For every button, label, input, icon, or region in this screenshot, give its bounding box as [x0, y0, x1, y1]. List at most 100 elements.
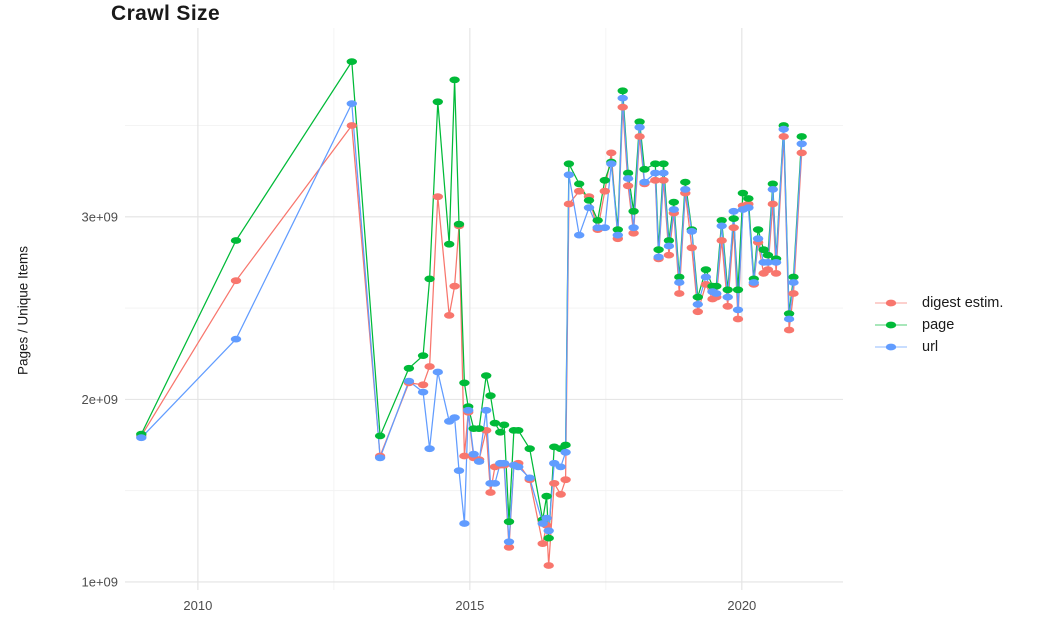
- data-point-page: [650, 160, 661, 168]
- data-point-url: [674, 279, 685, 286]
- data-point-url: [628, 224, 639, 232]
- data-point-url: [622, 175, 634, 182]
- data-point-url: [346, 100, 357, 107]
- data-point-page: [658, 160, 669, 168]
- data-point-page: [481, 372, 492, 379]
- data-point-url: [668, 206, 679, 213]
- data-point-url: [658, 169, 669, 177]
- legend-label: url: [922, 339, 939, 355]
- data-point-url: [732, 306, 744, 314]
- data-point-page: [503, 518, 515, 526]
- data-point-digest-estim-: [537, 540, 548, 547]
- data-point-page: [796, 133, 807, 140]
- data-point-url: [524, 474, 535, 482]
- data-point-digest-estim-: [346, 122, 357, 129]
- data-point-page: [716, 217, 727, 224]
- y-tick-label: 1e+09: [81, 574, 118, 589]
- data-point-digest-estim-: [634, 133, 645, 140]
- data-point-url: [136, 434, 147, 442]
- data-point-url: [498, 459, 510, 467]
- legend-item-digest-estim-: digest estim.: [874, 292, 1003, 314]
- series-line-url: [140, 97, 803, 543]
- data-point-page: [403, 364, 415, 372]
- data-point-page: [612, 226, 623, 234]
- data-point-url: [634, 123, 645, 131]
- legend-item-url: url: [874, 336, 1003, 358]
- data-point-url: [752, 235, 764, 243]
- data-point-url: [778, 125, 789, 133]
- data-point-page: [230, 237, 242, 244]
- data-point-url: [513, 463, 524, 471]
- data-point-url: [417, 388, 429, 396]
- y-axis-title: Pages / Unique Items: [15, 245, 31, 376]
- data-point-digest-estim-: [617, 103, 628, 111]
- data-point-digest-estim-: [732, 315, 744, 323]
- data-point-url: [503, 538, 515, 546]
- data-point-page: [628, 207, 639, 215]
- data-point-digest-estim-: [606, 149, 617, 157]
- data-point-page: [541, 492, 552, 500]
- data-point-url: [543, 527, 554, 535]
- data-point-digest-estim-: [563, 200, 575, 208]
- data-point-digest-estim-: [622, 182, 634, 190]
- data-point-page: [674, 273, 685, 281]
- data-point-digest-estim-: [783, 326, 795, 334]
- data-point-url: [473, 458, 485, 465]
- data-point-page: [374, 432, 386, 440]
- data-point-url: [743, 204, 754, 212]
- data-point-page: [622, 169, 634, 177]
- data-point-url: [728, 207, 739, 215]
- data-point-digest-estim-: [560, 476, 571, 484]
- chart-title: Crawl Size: [111, 2, 221, 25]
- data-point-url: [722, 293, 733, 301]
- data-point-page: [498, 421, 510, 429]
- data-point-url: [468, 450, 479, 458]
- data-point-digest-estim-: [788, 290, 799, 297]
- data-point-page: [489, 419, 501, 427]
- data-point-url: [449, 414, 460, 421]
- data-point-url: [374, 454, 386, 462]
- data-point-url: [692, 301, 703, 308]
- data-point-page: [728, 215, 739, 223]
- data-point-digest-estim-: [628, 229, 639, 237]
- data-point-digest-estim-: [686, 244, 697, 252]
- data-point-digest-estim-: [796, 149, 807, 157]
- data-point-url: [617, 94, 628, 102]
- data-point-url: [489, 480, 501, 487]
- data-point-url: [432, 368, 443, 376]
- data-point-url: [424, 445, 435, 453]
- data-point-page: [663, 237, 675, 244]
- data-point-digest-estim-: [543, 562, 554, 569]
- data-point-page: [417, 352, 429, 359]
- data-point-page: [783, 310, 795, 317]
- data-point-page: [752, 226, 764, 234]
- data-point-page: [563, 160, 575, 168]
- data-point-digest-estim-: [722, 302, 733, 310]
- data-point-url: [796, 140, 807, 148]
- data-point-url: [606, 160, 617, 168]
- data-point-url: [770, 259, 782, 266]
- data-point-digest-estim-: [549, 480, 560, 487]
- legend-key-line-point-icon: [875, 343, 907, 351]
- data-point-page: [680, 178, 691, 186]
- legend-item-page: page: [874, 314, 1003, 336]
- data-point-url: [653, 253, 664, 261]
- data-point-digest-estim-: [555, 490, 566, 498]
- data-point-digest-estim-: [716, 237, 727, 244]
- data-point-digest-estim-: [650, 176, 661, 184]
- data-point-page: [432, 98, 443, 106]
- data-point-url: [481, 406, 492, 414]
- data-point-digest-estim-: [663, 251, 675, 259]
- legend-label: page: [922, 317, 955, 333]
- data-point-page: [346, 58, 357, 65]
- data-point-page: [444, 240, 455, 248]
- legend-key-line-point-icon: [875, 299, 907, 307]
- data-point-url: [663, 242, 675, 250]
- data-point-digest-estim-: [770, 270, 782, 277]
- data-point-url: [686, 228, 697, 235]
- data-point-digest-estim-: [230, 277, 242, 285]
- data-point-page: [473, 425, 485, 432]
- data-point-url: [230, 335, 242, 343]
- data-point-page: [617, 87, 628, 95]
